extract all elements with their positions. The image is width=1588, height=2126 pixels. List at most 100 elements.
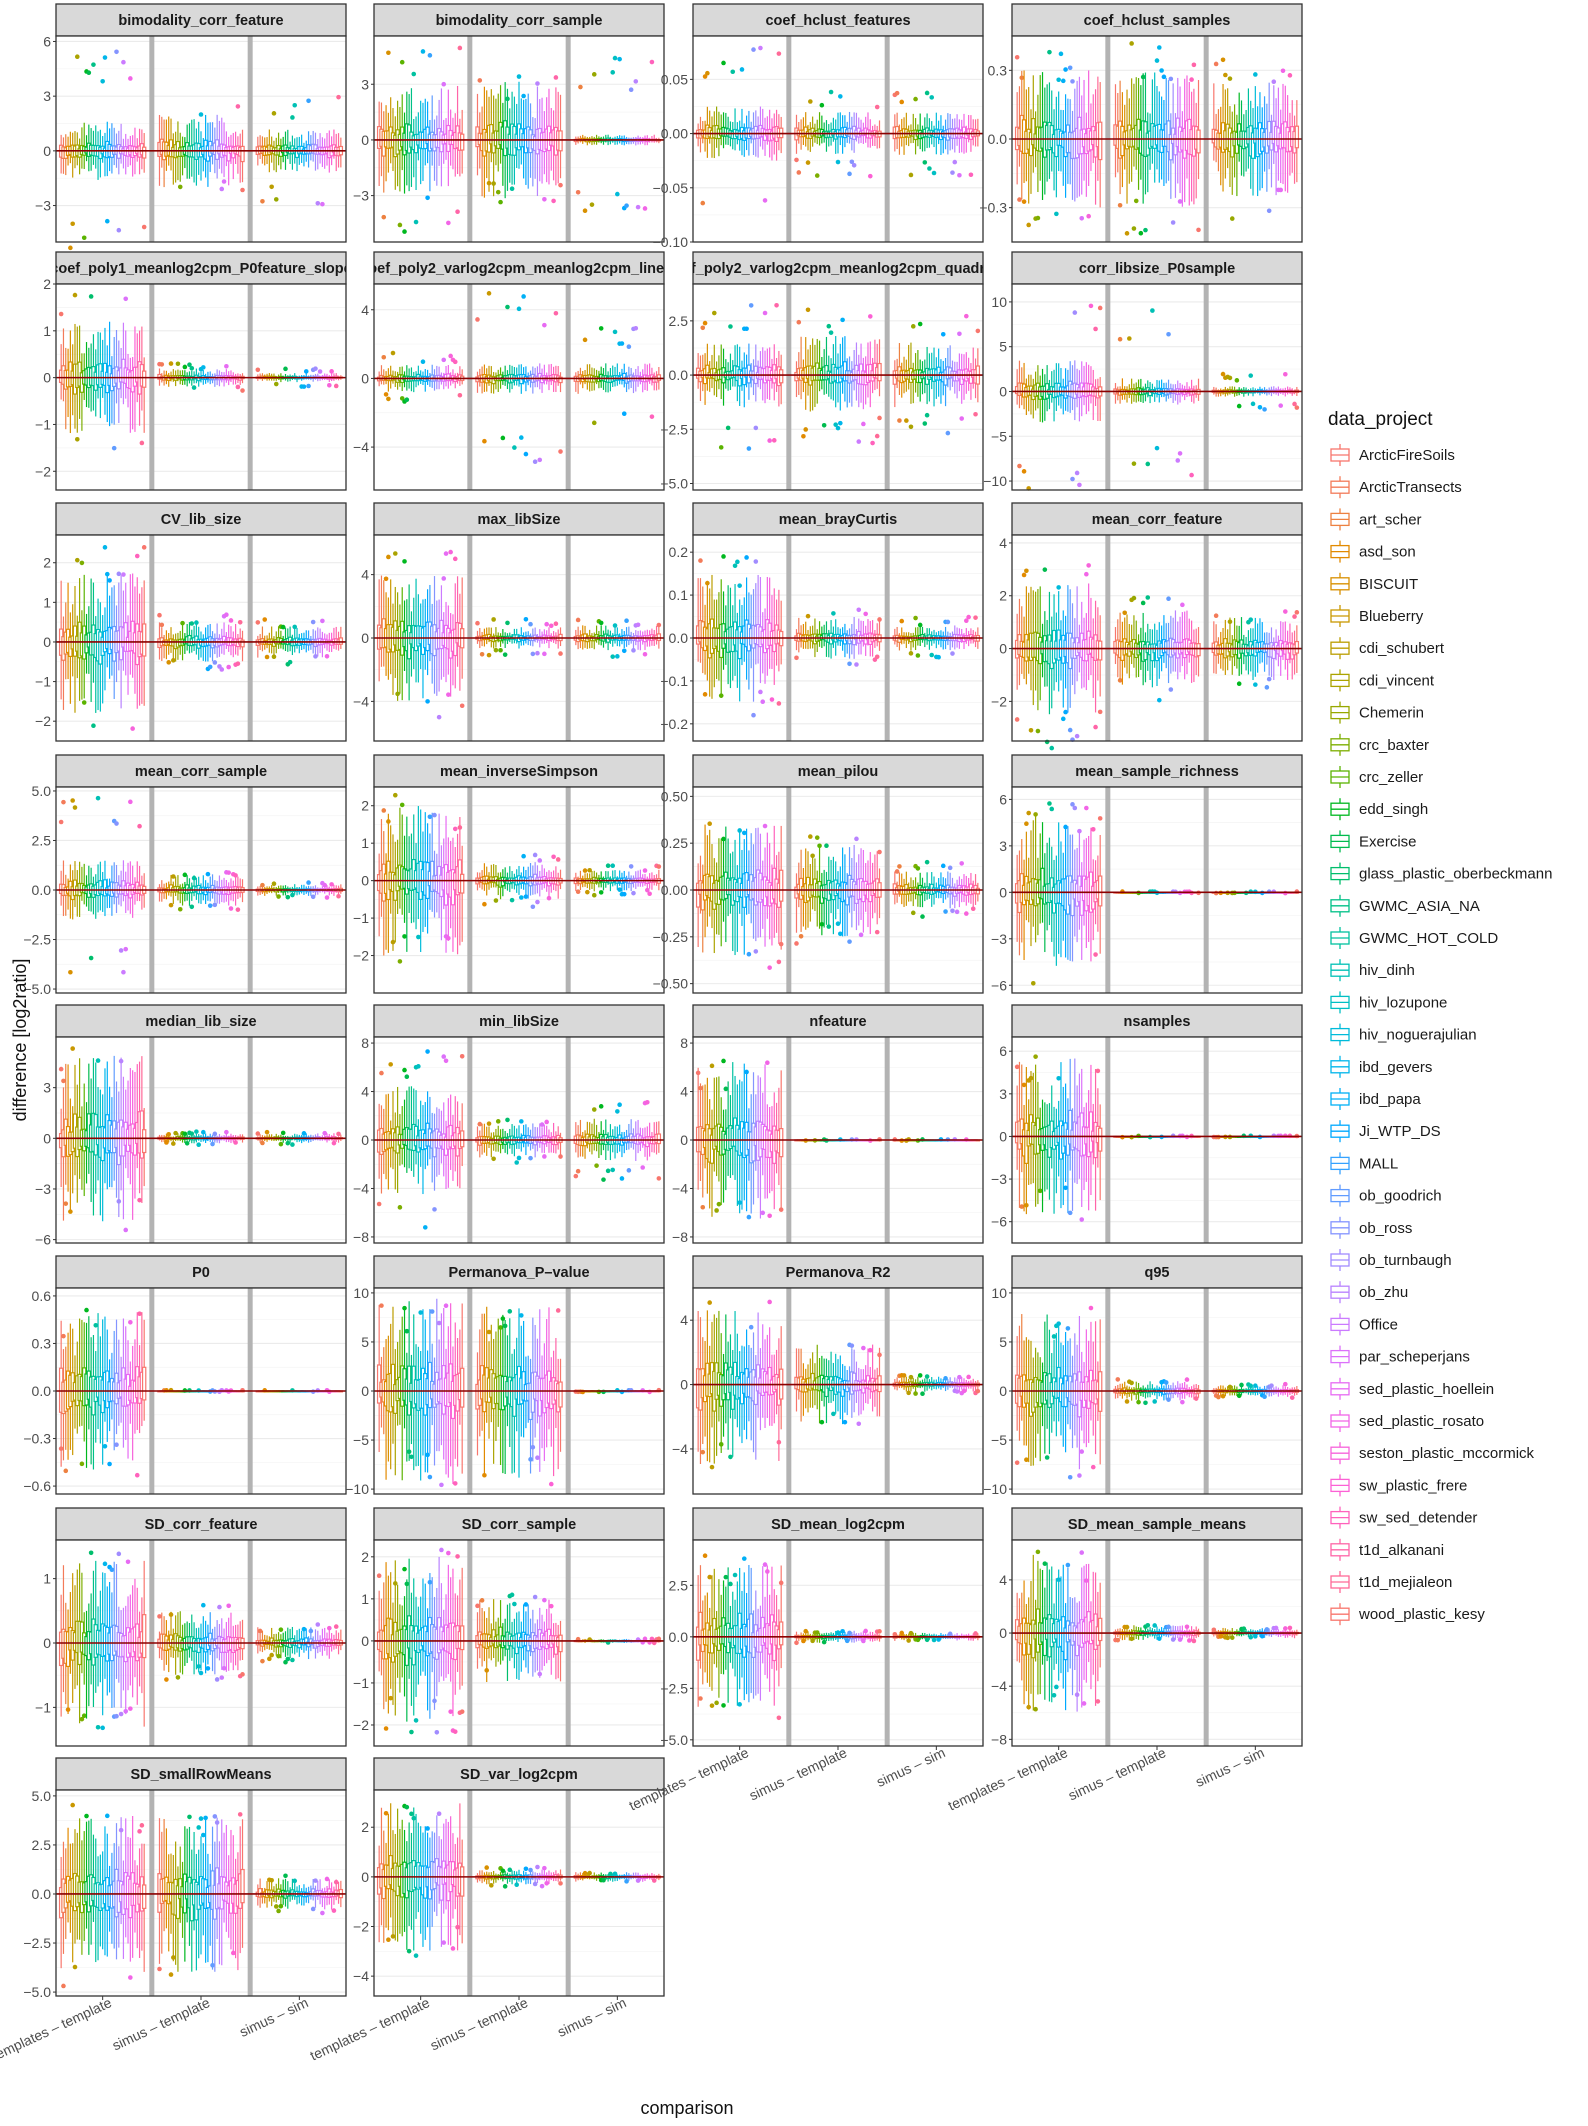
- outlier-point: [325, 895, 330, 900]
- outlier-point: [909, 651, 914, 656]
- outlier-point: [171, 658, 176, 663]
- outlier-point: [801, 434, 806, 439]
- y-tick-label: 2: [43, 276, 51, 292]
- outlier-point: [911, 324, 916, 329]
- y-tick-label: 6: [43, 33, 51, 49]
- outlier-point: [117, 228, 122, 233]
- outlier-point: [824, 843, 829, 848]
- outlier-point: [318, 369, 323, 374]
- y-tick-label: 0.0: [669, 367, 689, 383]
- outlier-point: [1036, 729, 1041, 734]
- outlier-point: [1145, 462, 1150, 467]
- outlier-point: [925, 860, 930, 865]
- outlier-point: [779, 942, 784, 947]
- outlier-point: [754, 559, 759, 564]
- outlier-point: [128, 76, 133, 81]
- outlier-point: [815, 173, 820, 178]
- outlier-point: [1292, 614, 1297, 619]
- outlier-point: [592, 421, 597, 426]
- outlier-point: [336, 894, 341, 899]
- outlier-point: [391, 351, 396, 356]
- outlier-point: [737, 828, 742, 833]
- outlier-point: [721, 554, 726, 559]
- outlier-point: [1022, 573, 1027, 578]
- outlier-point: [547, 896, 552, 901]
- outlier-point: [712, 311, 717, 316]
- outlier-point: [737, 583, 742, 588]
- y-tick-label: −0.10: [653, 234, 689, 250]
- outlier-point: [863, 612, 868, 617]
- outlier-point: [96, 1058, 101, 1063]
- outlier-point: [1162, 75, 1167, 80]
- outlier-point: [91, 723, 96, 728]
- y-tick-label: 0: [361, 873, 369, 889]
- outlier-point: [405, 1074, 410, 1079]
- outlier-point: [847, 939, 852, 944]
- outlier-point: [895, 869, 900, 874]
- outlier-point: [877, 850, 882, 855]
- outlier-point: [194, 620, 199, 625]
- outlier-point: [475, 621, 480, 626]
- outlier-point: [320, 619, 325, 624]
- outlier-point: [703, 321, 708, 326]
- outlier-point: [398, 1205, 403, 1210]
- outlier-point: [510, 186, 515, 191]
- outlier-point: [395, 692, 400, 697]
- outlier-point: [121, 60, 126, 65]
- outlier-point: [1036, 216, 1041, 221]
- outlier-point: [1056, 585, 1061, 590]
- outlier-point: [733, 563, 738, 568]
- outlier-point: [728, 324, 733, 329]
- outlier-point: [416, 1064, 421, 1069]
- outlier-point: [927, 166, 932, 171]
- outlier-point: [1271, 79, 1276, 84]
- outlier-point: [774, 303, 779, 308]
- outlier-point: [758, 690, 763, 695]
- outlier-point: [219, 667, 224, 672]
- outlier-point: [1155, 446, 1160, 451]
- y-tick-label: −10: [983, 473, 1007, 489]
- outlier-point: [854, 837, 859, 842]
- outlier-point: [856, 439, 861, 444]
- outlier-point: [852, 163, 857, 168]
- y-tick-label: 4: [361, 302, 369, 318]
- outlier-point: [636, 622, 641, 627]
- outlier-point: [517, 74, 522, 79]
- outlier-point: [306, 384, 311, 389]
- y-tick-label: 2: [43, 555, 51, 571]
- outlier-point: [1189, 473, 1194, 478]
- outlier-point: [1127, 336, 1132, 341]
- outlier-point: [1031, 981, 1036, 986]
- outlier-point: [240, 188, 245, 193]
- outlier-point: [1228, 376, 1233, 381]
- outlier-point: [388, 1062, 393, 1067]
- y-tick-label: −1: [35, 674, 51, 690]
- outlier-point: [578, 85, 583, 90]
- outlier-point: [620, 341, 625, 346]
- outlier-point: [583, 868, 588, 873]
- box: [1295, 642, 1298, 653]
- outlier-point: [542, 323, 547, 328]
- outlier-point: [528, 622, 533, 627]
- outlier-point: [1129, 41, 1134, 46]
- box: [780, 870, 783, 901]
- outlier-point: [89, 956, 94, 961]
- outlier-point: [946, 620, 951, 625]
- y-tick-label: 4: [999, 535, 1007, 551]
- outlier-point: [444, 551, 449, 556]
- outlier-point: [226, 870, 231, 875]
- outlier-point: [758, 46, 763, 51]
- outlier-point: [777, 51, 782, 56]
- outlier-point: [164, 1140, 169, 1145]
- outlier-point: [475, 317, 480, 322]
- outlier-point: [236, 385, 241, 390]
- outlier-point: [721, 61, 726, 66]
- outlier-point: [587, 868, 592, 873]
- outlier-point: [180, 621, 185, 626]
- outlier-point: [210, 1142, 215, 1147]
- outlier-point: [1166, 332, 1171, 337]
- facet-title: coef_poly2_varlog2cpm_meanlog2cpm_linear: [360, 261, 678, 277]
- outlier-point: [794, 158, 799, 163]
